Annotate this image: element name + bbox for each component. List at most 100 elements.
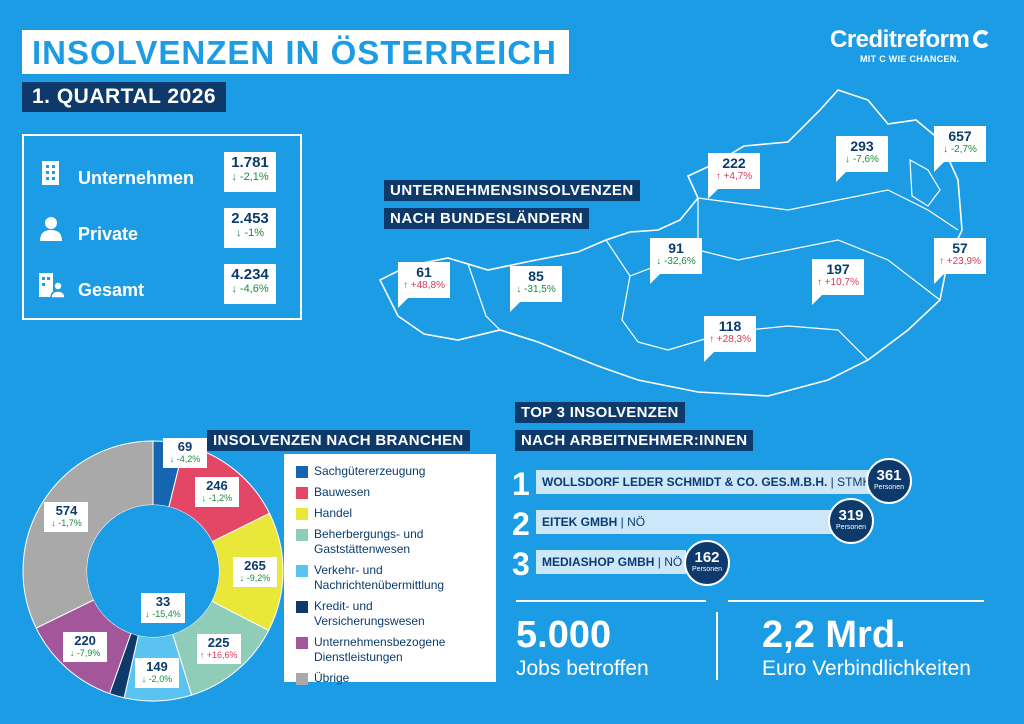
stat-liabilities: 2,2 Mrd. Euro Verbindlichkeiten [762, 614, 971, 681]
summary-value: 4.234 [231, 266, 269, 283]
logo-tagline: MIT C WIE CHANCEN. [860, 54, 960, 64]
summary-change-row: ↓ -4,6% [231, 283, 269, 295]
summary-value-box: 1.781 ↓ -2,1% [224, 152, 276, 192]
region-change: +28,3% [716, 334, 751, 345]
region-change-row: ↓ -32,6% [656, 256, 696, 267]
stat-value: 2,2 Mrd. [762, 614, 906, 656]
logo-name: Creditreform [830, 26, 970, 53]
region-change: +10,7% [824, 277, 859, 288]
summary-change: -1% [244, 227, 265, 239]
legend-item: Bauwesen [296, 485, 496, 500]
region-border [467, 263, 501, 331]
pie-change: ↓ -1,2% [201, 492, 233, 503]
legend-item: Beherbergungs- und Gaststättenwesen [296, 527, 496, 557]
creditreform-logo: Creditreform MIT C WIE CHANCEN. [830, 26, 992, 64]
region-change-row: ↓ -7,6% [845, 154, 879, 165]
pie-value: 33 [155, 594, 171, 609]
page-title: INSOLVENZEN IN ÖSTERREICH [32, 34, 557, 71]
region-value: 57 [952, 240, 968, 256]
legend-swatch [296, 508, 308, 520]
summary-value: 1.781 [231, 154, 269, 171]
legend-swatch [296, 601, 308, 613]
persons-value: 162 [694, 549, 720, 566]
summary-value: 2.453 [231, 210, 269, 227]
region-bubble: 91 ↓ -32,6% [650, 238, 702, 284]
legend-swatch [296, 637, 308, 649]
persons-circle: 361 Personen [866, 458, 912, 504]
pie-value-label: 574 ↓ -1,7% [44, 501, 89, 532]
summary-value-box: 4.234 ↓ -4,6% [224, 264, 276, 304]
persons-circle: 162 Personen [684, 540, 730, 586]
region-bubble: 118 ↑ +28,3% [704, 316, 756, 362]
region-change-row: ↑ +48,8% [403, 280, 445, 291]
region-border [667, 325, 869, 361]
persons-circle: 319 Personen [828, 498, 874, 544]
region-change-row: ↑ +23,9% [939, 256, 981, 267]
title-box: INSOLVENZEN IN ÖSTERREICH [22, 30, 569, 74]
persons-value: 319 [838, 507, 864, 524]
building-icon [42, 161, 59, 185]
region-bubble: 657 ↓ -2,7% [934, 126, 986, 172]
pie-change: ↓ -4,2% [169, 454, 201, 464]
region-value: 61 [416, 264, 432, 280]
legend-swatch [296, 529, 308, 541]
rank-number: 2 [512, 506, 530, 542]
top3-bar: EITEK GMBH | NÖ [536, 510, 836, 534]
region-bubble: 222 ↑ +4,7% [708, 153, 760, 199]
persons-unit: Personen [874, 484, 904, 491]
company-region: STMK. [837, 475, 874, 489]
pie-value-label: 246 ↓ -1,2% [194, 476, 239, 507]
summary-value-box: 2.453 ↓ -1% [224, 208, 276, 248]
company-name: WOLLSDORF LEDER SCHMIDT & CO. GES.M.B.H. [542, 475, 828, 489]
region-bubble: 85 ↓ -31,5% [510, 266, 562, 312]
subtitle-box: 1. QUARTAL 2026 [22, 82, 227, 112]
legend-item: Verkehr- und Nachrichtenübermittlung [296, 563, 496, 593]
legend-label: Verkehr- und Nachrichtenübermittlung [314, 563, 445, 592]
pie-value-label: 69 ↓ -4,2% [163, 438, 207, 468]
person-icon [40, 217, 62, 241]
persons-unit: Personen [836, 524, 866, 531]
divider [516, 600, 706, 602]
legend-label: Übrige [314, 671, 350, 685]
pie-value-label: 33 ↓ -15,4% [141, 593, 185, 623]
stat-value: 5.000 [516, 614, 612, 656]
legend-swatch [296, 466, 308, 478]
top3-bar: WOLLSDORF LEDER SCHMIDT & CO. GES.M.B.H.… [536, 470, 874, 494]
summary-change-row: ↓ -2,1% [231, 171, 269, 183]
region-value: 118 [718, 318, 742, 334]
rank-number: 3 [512, 546, 530, 582]
region-value: 293 [850, 138, 874, 154]
legend-item: Handel [296, 506, 496, 521]
pie-change: ↑ +16,6% [199, 650, 238, 661]
summary-panel: Unternehmen 1.781 ↓ -2,1% Private 2.453 ↓ … [22, 134, 302, 320]
region-change: -2,7% [950, 144, 977, 155]
legend-label: Kredit- und Versicherungswesen [314, 599, 425, 628]
legend-label: Sachgütererzeugung [314, 464, 426, 478]
pie-value: 149 [146, 658, 168, 674]
region-value: 222 [722, 155, 746, 171]
persons-unit: Personen [692, 566, 722, 573]
pie-value: 220 [74, 633, 96, 649]
top3-title: TOP 3 INSOLVENZEN [515, 402, 685, 423]
legend-item: Übrige [296, 671, 496, 686]
summary-row-private: Private 2.453 ↓ -1% [38, 208, 288, 248]
branch-chart-title: INSOLVENZEN NACH BRANCHEN [207, 430, 470, 451]
pie-value: 265 [244, 557, 266, 573]
legend-item: Unternehmensbezogene Dienstleistungen [296, 635, 496, 665]
summary-row-total: Gesamt 4.234 ↓ -4,6% [38, 264, 288, 304]
pie-value-label: 265 ↓ -9,2% [232, 556, 277, 587]
legend-swatch [296, 565, 308, 577]
company-region: NÖ [664, 555, 683, 569]
stat-jobs: 5.000 Jobs betroffen [516, 614, 649, 681]
region-change: +23,9% [946, 256, 981, 267]
legend-label: Handel [314, 506, 353, 520]
top3-bar: MEDIASHOP GMBH | NÖ [536, 550, 686, 574]
region-bubble: 293 ↓ -7,6% [836, 136, 888, 182]
region-change-row: ↓ -31,5% [516, 284, 556, 295]
region-change-row: ↑ +10,7% [817, 277, 859, 288]
building-person-icon [39, 273, 64, 298]
logo-c-icon [973, 30, 992, 48]
pie-value: 574 [55, 502, 78, 518]
pie-value: 225 [207, 635, 230, 651]
region-change: +48,8% [410, 280, 445, 291]
